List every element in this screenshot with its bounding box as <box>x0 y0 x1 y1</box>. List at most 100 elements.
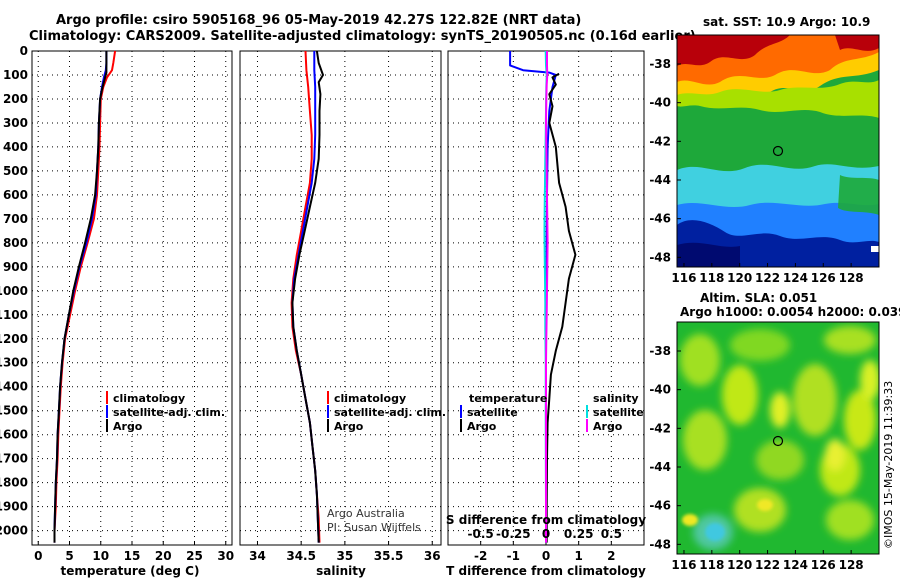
x-tick-label: 10 <box>92 549 109 563</box>
salinity-tick-labels: 34 34.5 35 35.5 36 <box>249 549 440 563</box>
x-tick-label: 25 <box>186 549 203 563</box>
x-tick-label: 35.5 <box>374 549 404 563</box>
x-tick-label: -2 <box>474 549 487 563</box>
credit-pi: PI: Susan Wijffels <box>327 521 421 534</box>
top-x-tick-label: -0.5 <box>468 527 494 541</box>
lat-tick-label: -42 <box>649 134 671 148</box>
x-tick-label: 34 <box>249 549 266 563</box>
lon-tick-label: 126 <box>811 271 836 285</box>
lat-tick-label: -46 <box>649 212 671 226</box>
sst-lat-tick-labels: -38 -40 -42 -44 -46 -48 <box>649 57 681 264</box>
figure-title-line1: Argo profile: csiro 5905168_96 05-May-20… <box>56 13 582 28</box>
lon-tick-label: 126 <box>811 558 836 572</box>
depth-tick-label: 1600 <box>0 428 28 442</box>
s-difference-axis-label: S difference from climatology <box>446 513 646 527</box>
sla-lat-tick-labels: -38 -40 -42 -44 -46 -48 <box>649 344 681 551</box>
legend-label-argo: Argo <box>113 420 143 433</box>
credit-argo-australia: Argo Australia <box>327 507 405 520</box>
salinity-grid <box>240 51 441 545</box>
difference-legend: temperature satellite Argo salinity sate… <box>460 392 644 433</box>
legend-title-temperature: temperature <box>469 392 547 405</box>
lon-tick-label: 116 <box>671 558 696 572</box>
depth-tick-label: 1100 <box>0 308 28 322</box>
salinity-series <box>290 50 324 543</box>
difference-grid <box>448 51 644 545</box>
depth-tick-label: 1000 <box>0 284 28 298</box>
legend-label-temp-satellite: satellite <box>467 406 518 419</box>
lon-tick-label: 128 <box>839 558 864 572</box>
legend-label-climatology: climatology <box>113 392 185 405</box>
depth-tick-label: 1300 <box>0 356 28 370</box>
difference-series <box>509 50 577 543</box>
lat-tick-label: -38 <box>649 57 671 71</box>
temperature-axis-label: temperature (deg C) <box>61 564 200 578</box>
lat-tick-label: -44 <box>649 173 671 187</box>
x-tick-label: 0 <box>34 549 42 563</box>
series-line-salinity-argo <box>545 51 549 543</box>
sla-lon-tick-labels: 116 118 120 122 124 126 128 <box>671 550 864 572</box>
difference-tick-labels: -2 -1 0 1 2 <box>474 549 616 563</box>
lat-tick-label: -40 <box>649 96 671 110</box>
legend-label-satellite: satellite-adj. clim. <box>334 406 446 419</box>
x-tick-label: 1 <box>574 549 582 563</box>
depth-tick-label: 100 <box>3 68 28 82</box>
x-tick-label: 34.5 <box>286 549 316 563</box>
top-x-tick-label: -0.25 <box>496 527 531 541</box>
lon-tick-label: 118 <box>699 271 724 285</box>
salinity-axis-label: salinity <box>316 564 366 578</box>
depth-tick-label: 1500 <box>0 404 28 418</box>
sst-map-frame <box>676 34 880 268</box>
temperature-series <box>53 50 117 543</box>
sla-map-title-line1: Altim. SLA: 0.051 <box>700 291 818 305</box>
lon-tick-label: 124 <box>783 558 808 572</box>
depth-tick-label: 900 <box>3 260 28 274</box>
salinity-difference-tick-labels: -0.5 -0.25 0 0.25 0.5 <box>468 527 622 541</box>
x-tick-label: 20 <box>155 549 172 563</box>
depth-tick-label: 700 <box>3 212 28 226</box>
sst-map-title: sat. SST: 10.9 Argo: 10.9 <box>703 15 871 29</box>
legend-label-temp-argo: Argo <box>467 420 497 433</box>
lat-tick-label: -42 <box>649 421 671 435</box>
sla-heatmap-image <box>677 322 879 554</box>
lon-tick-label: 128 <box>839 271 864 285</box>
lat-tick-label: -40 <box>649 383 671 397</box>
legend-label-sal-argo: Argo <box>593 420 623 433</box>
x-tick-label: 15 <box>124 549 141 563</box>
sst-map: 116 118 120 122 124 126 128 -38 -40 -42 -44 -46 -48 <box>649 34 880 285</box>
t-difference-axis-label: T difference from climatology <box>446 564 646 578</box>
lat-tick-label: -44 <box>649 460 671 474</box>
depth-tick-label: 0 <box>20 44 28 58</box>
lat-tick-label: -48 <box>649 537 671 551</box>
sla-map: 116 118 120 122 124 126 128 -38 -40 -42 -44 -46 -48 <box>649 321 880 572</box>
depth-tick-label: 400 <box>3 140 28 154</box>
sla-map-frame <box>676 321 880 555</box>
x-tick-label: 36 <box>424 549 441 563</box>
lat-tick-label: -48 <box>649 250 671 264</box>
x-tick-label: -1 <box>507 549 520 563</box>
top-x-tick-label: 0.5 <box>601 527 622 541</box>
temperature-grid <box>32 51 232 545</box>
lon-tick-label: 124 <box>783 271 808 285</box>
depth-tick-label: 1400 <box>0 380 28 394</box>
salinity-panel: 34 34.5 35 35.5 36 salinity climatology sate… <box>239 50 446 578</box>
x-tick-label: 35 <box>337 549 354 563</box>
salinity-plot-frame <box>239 50 442 546</box>
legend-label-sal-satellite: satellite <box>593 406 644 419</box>
depth-tick-label: 300 <box>3 116 28 130</box>
series-line-argo <box>291 50 324 543</box>
sla-argo-location-marker <box>772 435 784 447</box>
depth-tick-label: 1800 <box>0 476 28 490</box>
depth-tick-label: 800 <box>3 236 28 250</box>
lon-tick-label: 122 <box>755 558 780 572</box>
lon-tick-label: 120 <box>727 271 752 285</box>
depth-tick-label: 600 <box>3 188 28 202</box>
sst-heatmap-image <box>677 35 879 267</box>
temperature-panel: 0100200300400500600700800900100011001200… <box>0 44 234 578</box>
depth-tick-label: 1900 <box>0 500 28 514</box>
top-x-tick-label: 0 <box>542 527 550 541</box>
temperature-plot-frame <box>31 50 233 546</box>
legend-label-satellite: satellite-adj. clim. <box>113 406 225 419</box>
depth-tick-label: 1700 <box>0 452 28 466</box>
salinity-legend: climatology satellite-adj. clim. Argo <box>327 391 446 433</box>
